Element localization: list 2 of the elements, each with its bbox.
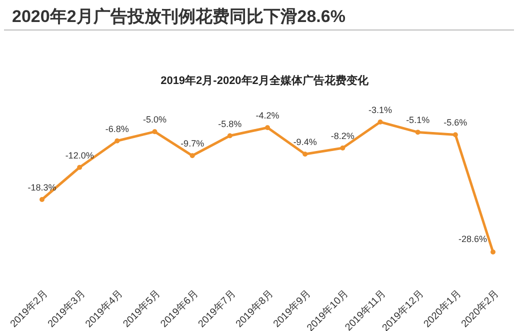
subtitle: 2019年2月-2020年2月全媒体广告花费变化 [160, 75, 368, 87]
title: 2020年2月广告投放刊例花费同比下滑28.6% [12, 7, 346, 26]
